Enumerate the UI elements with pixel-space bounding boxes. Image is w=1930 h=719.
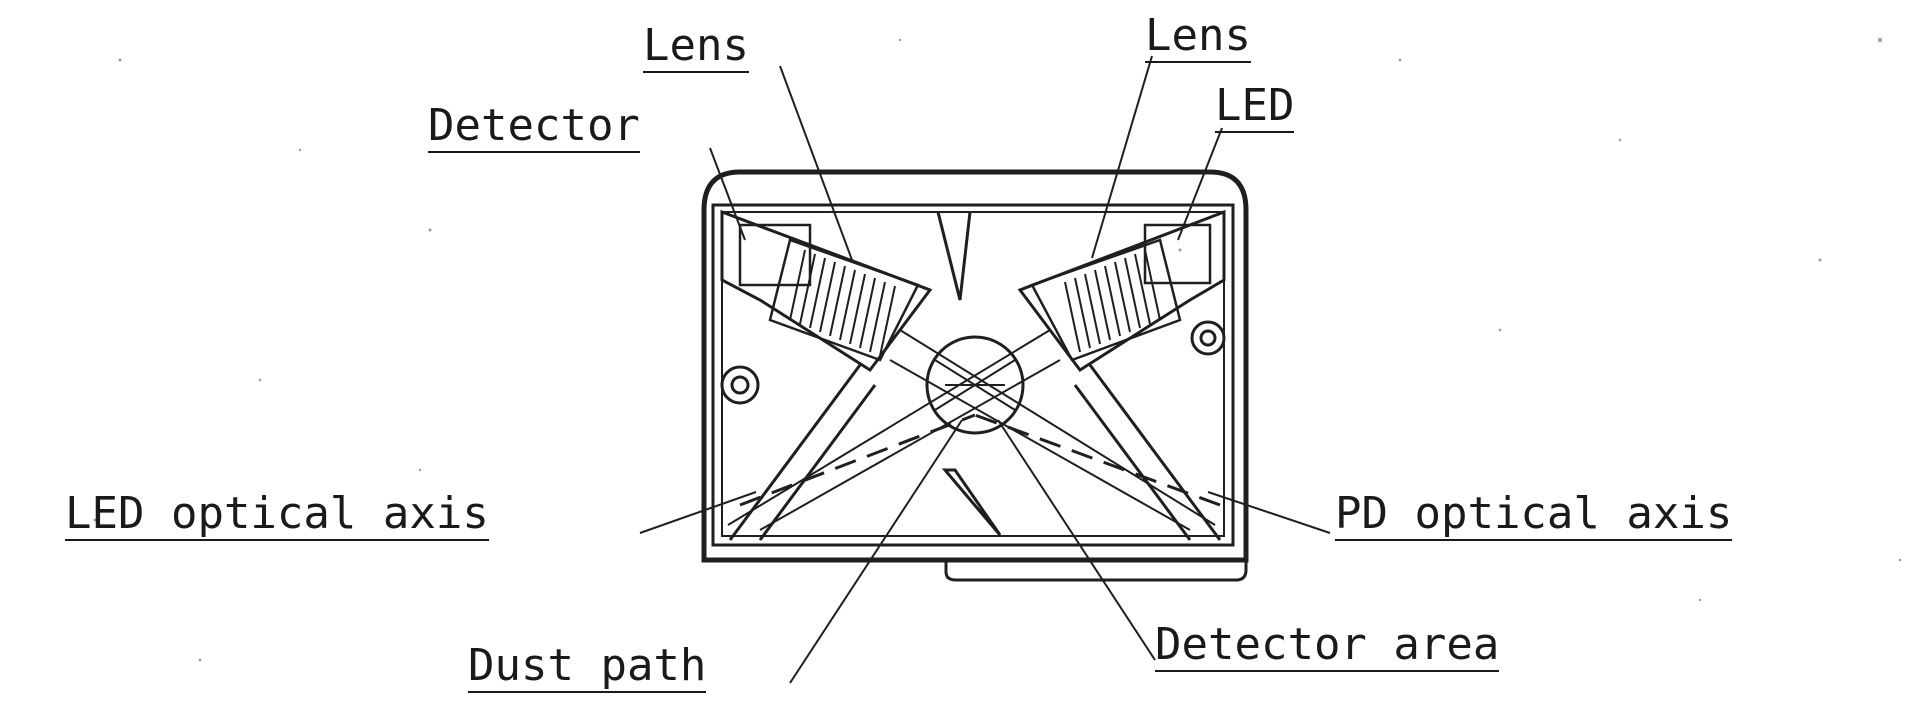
label-pd-optical-axis: PD optical axis <box>1335 488 1733 541</box>
scan-speckle <box>93 38 1902 662</box>
sensor-housing <box>701 169 1249 582</box>
label-led: LED <box>1215 80 1295 133</box>
left-detector-assembly <box>720 209 933 405</box>
label-lens-right: Lens <box>1145 10 1251 63</box>
optical-axes <box>727 329 1221 531</box>
label-detector-area: Detector area <box>1155 619 1500 672</box>
leader-lines <box>639 55 1331 684</box>
label-lens-left: Lens <box>643 20 749 73</box>
label-detector: Detector <box>428 100 640 153</box>
label-led-optical-axis: LED optical axis <box>65 488 489 541</box>
right-led-assembly <box>1017 209 1226 373</box>
detection-zone <box>925 335 1025 435</box>
label-dust-path: Dust path <box>468 640 707 693</box>
